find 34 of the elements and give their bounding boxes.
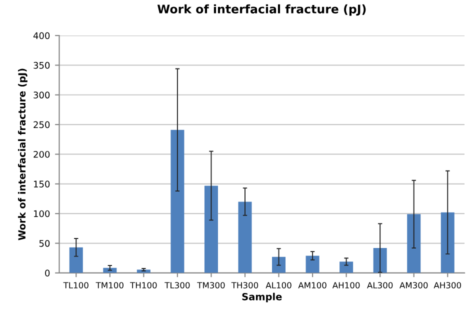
y-tick-label: 350 xyxy=(34,62,50,69)
x-tick-label: AM100 xyxy=(298,282,326,288)
x-tick-label: TH100 xyxy=(130,282,157,288)
x-tick-label: TL300 xyxy=(164,282,190,288)
y-tick-label: 250 xyxy=(34,121,50,128)
bar xyxy=(272,256,286,273)
y-tick-label: 400 xyxy=(33,32,50,40)
x-tick-label: TM100 xyxy=(96,282,124,288)
y-tick-label: 100 xyxy=(34,210,50,218)
x-tick-label: TM300 xyxy=(197,282,225,288)
x-tick-label: TL100 xyxy=(63,282,88,288)
x-axis-title: Sample xyxy=(242,292,282,302)
y-tick-label: 150 xyxy=(34,180,50,188)
x-tick-label: TH300 xyxy=(231,282,258,288)
bar xyxy=(407,214,421,273)
bar xyxy=(373,248,387,273)
bar xyxy=(340,262,354,273)
bar xyxy=(306,256,320,273)
bar xyxy=(440,212,454,273)
y-tick-label: 200 xyxy=(34,150,50,158)
bar xyxy=(238,202,252,273)
bar xyxy=(170,130,184,273)
y-tick-label: 50 xyxy=(39,240,50,247)
chart-title: Work of interfacial fracture (pJ) xyxy=(157,4,366,16)
bar xyxy=(69,247,83,273)
x-tick-label: AL300 xyxy=(367,282,393,288)
bar xyxy=(204,186,218,273)
y-tick-label: 300 xyxy=(34,92,50,98)
x-tick-label: AM300 xyxy=(400,282,428,288)
y-tick-label: 0 xyxy=(45,270,50,276)
x-tick-label: AH300 xyxy=(434,282,462,288)
x-tick-label: AL100 xyxy=(266,282,292,288)
y-axis-title: Work of interfacial fracture (pJ) xyxy=(18,68,28,240)
x-tick-label: AH100 xyxy=(332,282,360,288)
